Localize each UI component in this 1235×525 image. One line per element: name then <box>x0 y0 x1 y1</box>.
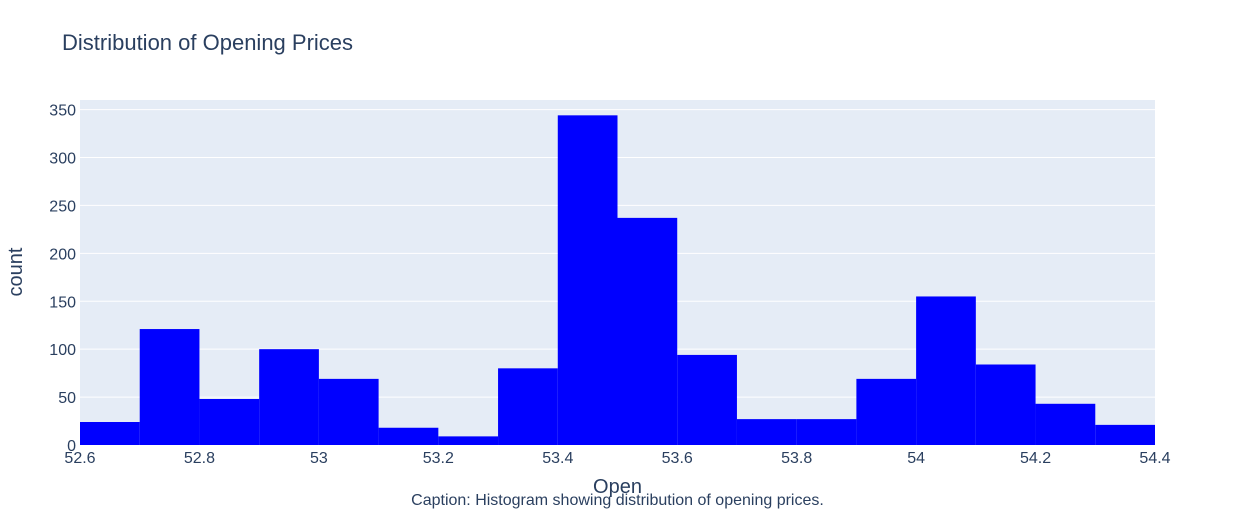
histogram-bar <box>318 378 379 445</box>
x-tick-label: 53 <box>310 450 328 467</box>
y-tick-label: 350 <box>49 103 76 120</box>
y-tick-label: 0 <box>67 438 76 455</box>
histogram-bar <box>199 399 260 445</box>
histogram-bar <box>736 419 797 445</box>
histogram-bar <box>557 115 618 445</box>
bars <box>80 115 1155 445</box>
histogram-bar <box>916 296 976 445</box>
chart-caption: Caption: Histogram showing distribution … <box>411 492 824 509</box>
x-tick-label: 52.8 <box>184 450 215 467</box>
y-tick-label: 100 <box>49 342 76 359</box>
y-tick-label: 300 <box>49 151 76 168</box>
x-tick-label: 53.8 <box>781 450 812 467</box>
histogram-bar <box>378 427 439 445</box>
x-tick-label: 54.2 <box>1020 450 1051 467</box>
x-tick-label: 53.2 <box>423 450 454 467</box>
histogram-bar <box>80 422 140 445</box>
histogram-bar <box>677 354 737 445</box>
y-tick-label: 250 <box>49 198 76 215</box>
histogram-bar <box>139 329 200 445</box>
x-tick-label: 53.4 <box>542 450 573 467</box>
histogram-bar <box>1095 424 1155 445</box>
x-tick-label: 54 <box>907 450 925 467</box>
histogram-bar <box>856 378 917 445</box>
histogram-bar <box>438 436 499 445</box>
histogram-bar <box>1035 403 1096 445</box>
histogram-bar <box>975 364 1036 445</box>
chart-title: Distribution of Opening Prices <box>62 30 353 55</box>
x-tick-label: 52.6 <box>64 450 95 467</box>
x-tick-labels: 52.6 52.8 53 53.2 53.4 53.6 53.8 54 54.2 54.4 <box>64 450 1170 467</box>
histogram-bar <box>498 368 558 445</box>
histogram-bar <box>259 349 319 445</box>
histogram-bar <box>617 217 678 445</box>
y-tick-label: 50 <box>58 390 76 407</box>
y-tick-label: 150 <box>49 294 76 311</box>
y-tick-labels: 0 50 100 150 200 250 300 350 <box>49 103 76 455</box>
histogram-bar <box>796 419 857 445</box>
y-tick-label: 200 <box>49 246 76 263</box>
y-axis-label: count <box>5 247 27 296</box>
x-axis-label: Open <box>593 476 642 498</box>
x-tick-label: 53.6 <box>662 450 693 467</box>
x-tick-label: 54.4 <box>1139 450 1170 467</box>
